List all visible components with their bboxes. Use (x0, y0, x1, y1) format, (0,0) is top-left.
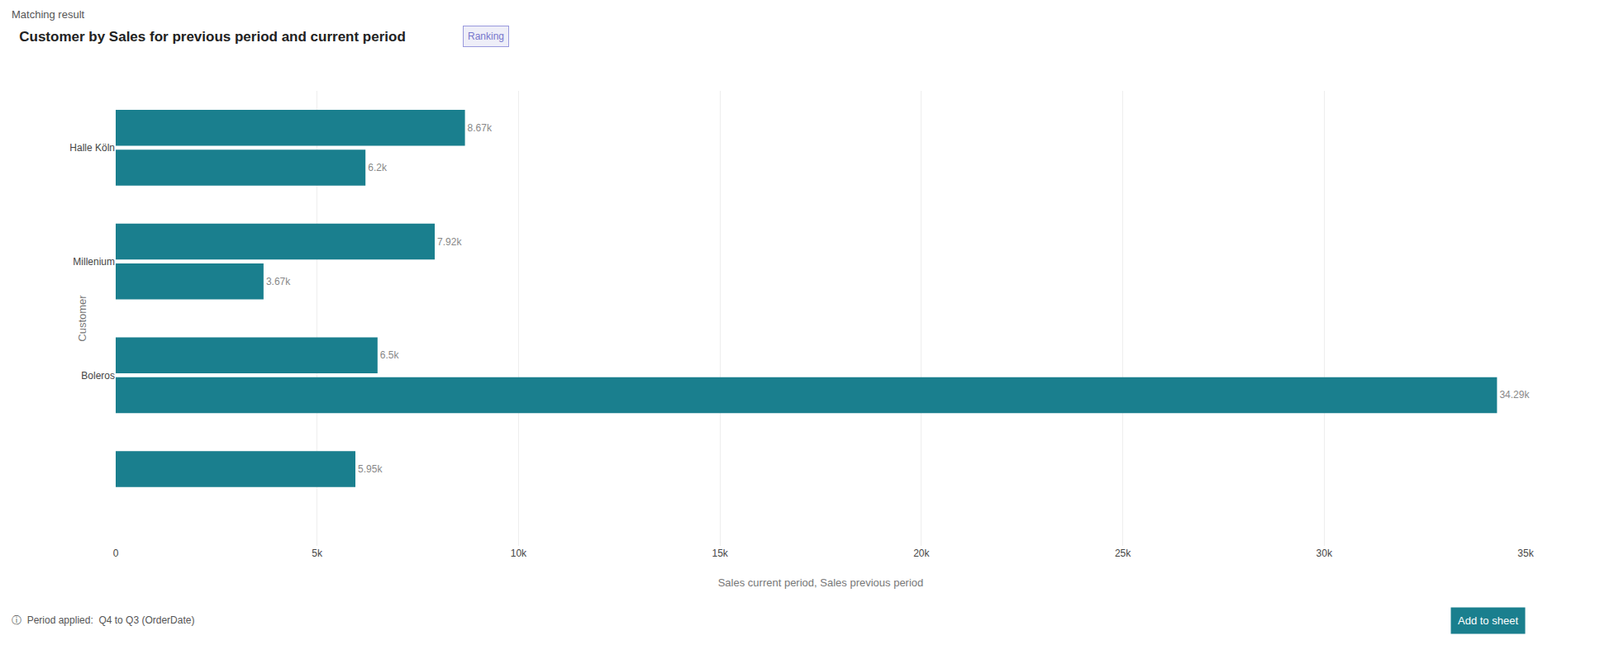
svg-text:10k: 10k (510, 547, 528, 560)
svg-text:Add to sheet: Add to sheet (1457, 614, 1519, 628)
svg-text:Boleros: Boleros (80, 370, 115, 382)
svg-text:Halle Köln: Halle Köln (69, 142, 115, 154)
svg-text:5.95k: 5.95k (357, 463, 383, 476)
svg-text:0: 0 (113, 547, 120, 560)
svg-text:8.67k: 8.67k (467, 122, 493, 134)
svg-text:20k: 20k (913, 547, 930, 560)
svg-text:5k: 5k (311, 547, 324, 560)
svg-text:Matching result: Matching result (11, 8, 86, 21)
svg-text:34.29k: 34.29k (1499, 389, 1530, 401)
svg-text:Customer by Sales for previous: Customer by Sales for previous period an… (19, 28, 406, 45)
svg-text:ⓘ Period applied: Q4 to Q3 (: ⓘ Period applied: Q4 to Q3 (OrderDate) (11, 614, 195, 627)
svg-text:30k: 30k (1316, 547, 1334, 560)
svg-text:6.2k: 6.2k (367, 161, 388, 174)
svg-text:15k: 15k (711, 547, 729, 560)
svg-text:Customer: Customer (76, 295, 89, 343)
svg-text:25k: 25k (1114, 547, 1132, 560)
svg-text:Millenium: Millenium (72, 256, 115, 268)
svg-text:7.92k: 7.92k (437, 236, 462, 248)
svg-text:Sales current period, Sales pr: Sales current period, Sales previous per… (718, 576, 924, 590)
svg-text:Ranking: Ranking (467, 30, 505, 43)
svg-text:35k: 35k (1517, 547, 1534, 560)
svg-text:3.67k: 3.67k (266, 276, 291, 288)
svg-text:6.5k: 6.5k (380, 349, 400, 362)
